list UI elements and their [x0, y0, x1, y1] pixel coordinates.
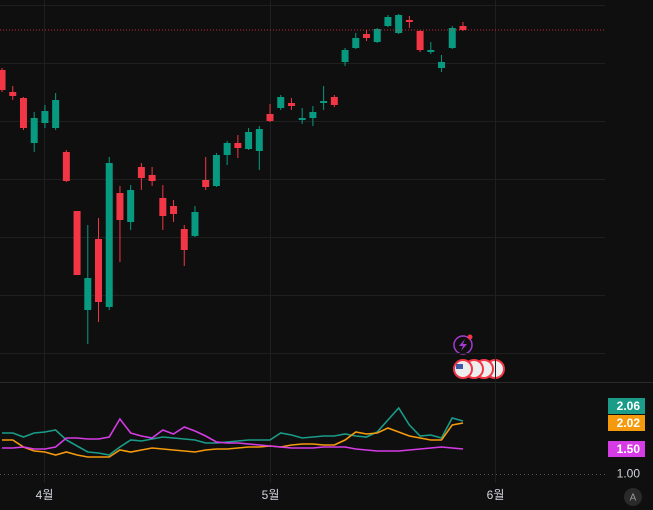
- candle-body: [245, 132, 253, 149]
- candle-body: [0, 70, 6, 90]
- candle-body: [212, 155, 220, 186]
- indicator-line: [2, 406, 464, 456]
- candle-body: [330, 97, 338, 105]
- candle-body: [84, 278, 92, 310]
- candle-body: [405, 20, 413, 22]
- candle-body: [9, 92, 17, 96]
- candle-body: [384, 17, 392, 26]
- candle-body: [459, 26, 467, 30]
- auto-scale-button[interactable]: [624, 488, 642, 506]
- price-tag: [608, 415, 645, 431]
- candle-body: [309, 112, 317, 118]
- candle-body: [298, 118, 306, 120]
- flag-canton: [456, 364, 463, 369]
- candle-body: [52, 100, 60, 128]
- x-tick-label: 6월: [487, 488, 505, 502]
- indicator-line: [2, 417, 464, 452]
- candle-body: [255, 129, 263, 151]
- candle-body: [105, 163, 113, 307]
- candle-body: [73, 211, 81, 275]
- candle-body: [127, 190, 135, 222]
- price-tag: [608, 398, 645, 414]
- candle-body: [287, 103, 295, 106]
- candle-body: [62, 152, 70, 181]
- candle-body: [30, 118, 38, 143]
- candle-body: [266, 114, 274, 121]
- candle-body: [416, 31, 424, 50]
- candle-body: [137, 167, 145, 178]
- candle-body: [320, 101, 328, 103]
- x-tick-label: 4월: [36, 488, 54, 502]
- candle-body: [448, 28, 456, 48]
- x-tick-label: 5월: [262, 488, 280, 502]
- price-tag-label: 2.06: [617, 399, 641, 413]
- candle-body: [341, 50, 349, 62]
- candle-body: [373, 29, 381, 42]
- candle-body: [277, 97, 285, 108]
- candle-body: [427, 50, 435, 52]
- candle-body: [116, 193, 124, 220]
- candle-body: [438, 62, 446, 68]
- candle-body: [180, 229, 188, 250]
- lightning-glyph: [459, 339, 467, 351]
- candle-body: [159, 198, 167, 216]
- candle-body: [202, 180, 210, 187]
- candle-body: [170, 206, 178, 214]
- notice-dot: [467, 334, 473, 340]
- event-icons: [453, 334, 505, 379]
- candle-body: [352, 38, 360, 48]
- candle-body: [362, 34, 370, 38]
- candle-body: [95, 239, 103, 302]
- auto-scale-glyph[interactable]: A: [630, 493, 637, 504]
- candle-body: [19, 98, 27, 128]
- price-tag: [608, 441, 645, 457]
- candle-body: [234, 143, 242, 148]
- price-tag-label: 1.50: [617, 442, 641, 456]
- candle-body: [41, 111, 49, 123]
- candle-body: [148, 175, 156, 181]
- candle-body: [223, 143, 231, 155]
- candle-body: [191, 212, 199, 236]
- y2-tick-label: 1.00: [617, 467, 641, 481]
- candle-body: [395, 15, 403, 33]
- indicator-line: [2, 422, 464, 458]
- price-tag-label: 2.02: [617, 416, 641, 430]
